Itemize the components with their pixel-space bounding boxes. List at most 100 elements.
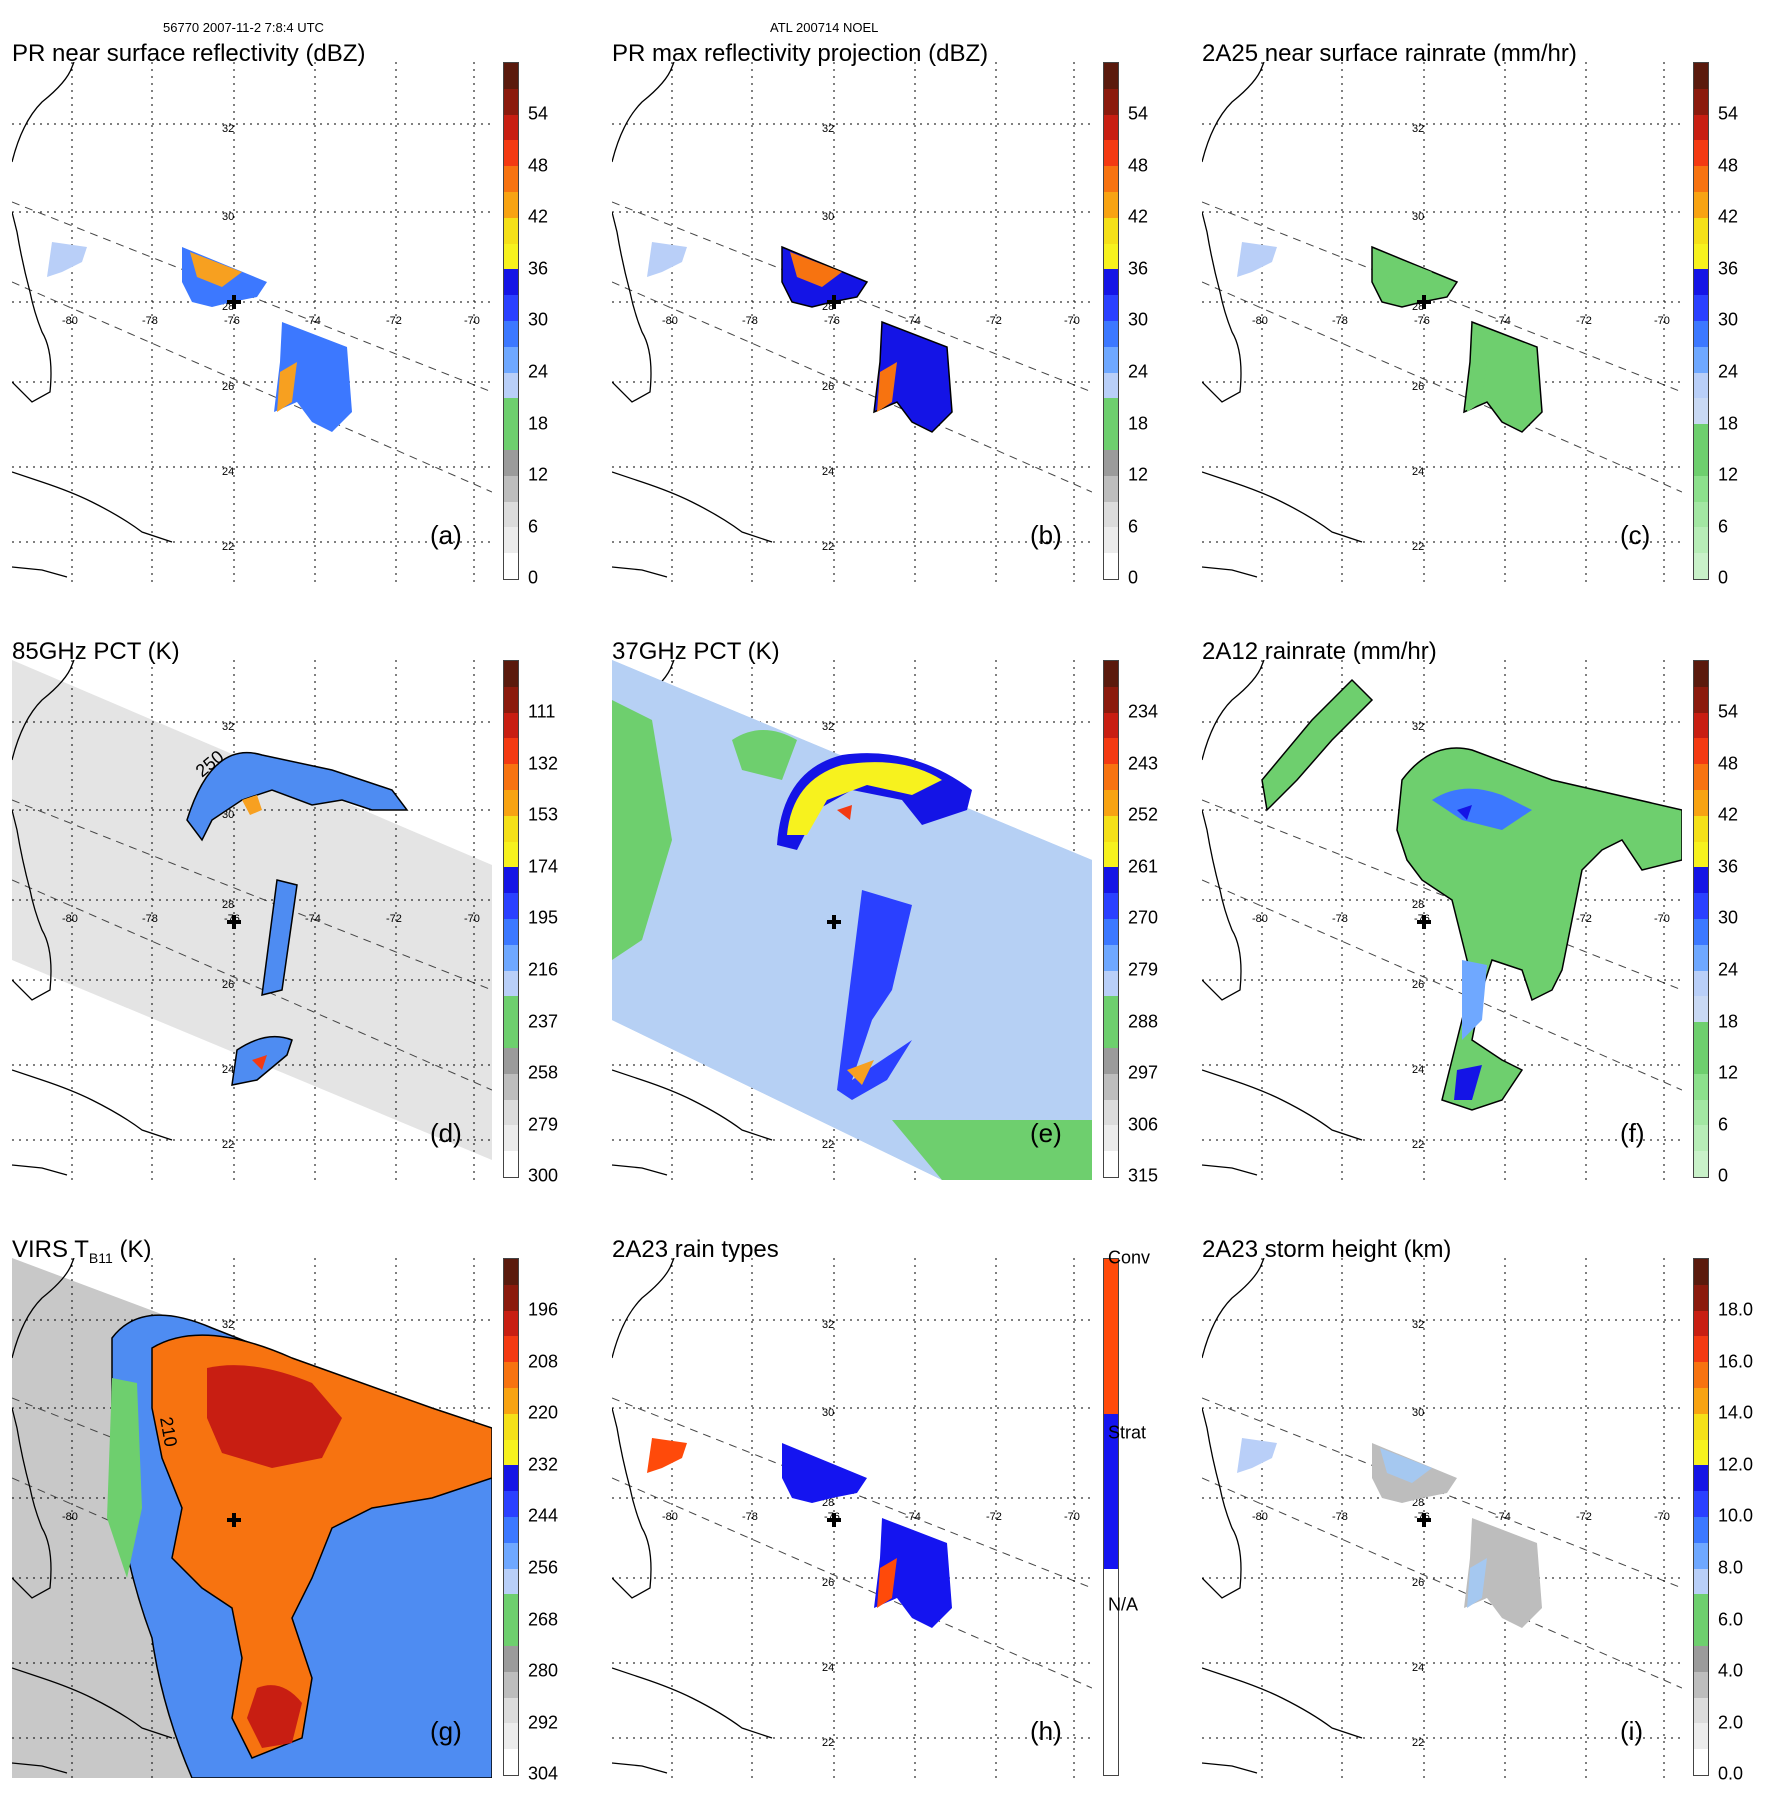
colorbar-segment bbox=[504, 346, 518, 373]
longitude-label: -80 bbox=[1252, 913, 1268, 925]
longitude-label: -78 bbox=[142, 315, 158, 327]
precip-region bbox=[873, 320, 953, 433]
colorbar-segment bbox=[1694, 269, 1708, 296]
precip-region bbox=[1457, 805, 1472, 820]
precip-region bbox=[877, 1558, 897, 1608]
panel-title: 2A25 near surface rainrate (mm/hr) bbox=[1202, 40, 1577, 68]
colorbar-segment bbox=[1104, 553, 1118, 579]
colorbar-ticks: 54 48 42 36 30 24 18 12 6 0 bbox=[1718, 62, 1771, 588]
colorbar-segment bbox=[1104, 191, 1118, 218]
longitude-label: -72 bbox=[1576, 315, 1592, 327]
cuba-coastline bbox=[612, 1069, 773, 1176]
panel-title: 37GHz PCT (K) bbox=[612, 638, 780, 666]
longitude-label: -78 bbox=[142, 913, 158, 925]
precipitation-field bbox=[47, 242, 352, 432]
swath-edge-south bbox=[1202, 879, 1682, 1091]
longitude-label: -78 bbox=[1332, 1511, 1348, 1523]
panel-tag: (i) bbox=[1620, 1716, 1644, 1746]
colorbar-segment bbox=[1104, 893, 1118, 919]
colorbar-segment bbox=[504, 191, 518, 218]
colorbar-segment bbox=[1694, 1697, 1708, 1724]
colorbar-tick-label: 6 bbox=[1128, 516, 1139, 537]
panel-tag: (e) bbox=[1030, 1118, 1062, 1148]
colorbar-segment bbox=[1694, 1099, 1708, 1126]
latitude-label: 30 bbox=[822, 1407, 834, 1419]
colorbar-segment bbox=[504, 1465, 518, 1492]
longitude-label: -72 bbox=[386, 913, 402, 925]
colorbar-segment bbox=[1104, 1047, 1118, 1074]
storm-center-marker bbox=[827, 1513, 841, 1527]
colorbar-segment bbox=[504, 475, 518, 502]
colorbar-segment bbox=[1104, 1413, 1118, 1569]
colorbar-segment bbox=[504, 1151, 518, 1177]
colorbar-segment bbox=[504, 867, 518, 894]
colorbar-tick-label: 24 bbox=[528, 361, 549, 382]
colorbar-segment bbox=[1104, 764, 1118, 790]
panel-tag: (h) bbox=[1030, 1716, 1062, 1746]
longitude-label: -80 bbox=[62, 1511, 78, 1523]
florida-coastline bbox=[1202, 62, 1265, 403]
colorbar-tick-label: 208 bbox=[528, 1351, 559, 1372]
colorbar-tick-label: 18.0 bbox=[1718, 1299, 1754, 1320]
swath-edge-south bbox=[1202, 1477, 1682, 1689]
colorbar-segment bbox=[1694, 841, 1708, 868]
colorbar-segment bbox=[1104, 712, 1118, 739]
colorbar-segment bbox=[1694, 475, 1708, 502]
colorbar-segment bbox=[1104, 1568, 1118, 1775]
longitude-label: -74 bbox=[1495, 1511, 1511, 1523]
latitude-label: 22 bbox=[822, 1139, 834, 1151]
colorbar-segment bbox=[1104, 918, 1118, 945]
colorbar bbox=[1103, 660, 1119, 1178]
colorbar-tick-label: 174 bbox=[528, 856, 559, 877]
latitude-label: 32 bbox=[822, 721, 834, 733]
panel-title-text: PR max reflectivity projection (dBZ) bbox=[612, 40, 989, 67]
colorbar-tick-label: 18 bbox=[1718, 413, 1739, 434]
panel-title-text: 37GHz PCT (K) bbox=[612, 638, 780, 665]
latitude-label: 32 bbox=[222, 1319, 234, 1331]
colorbar bbox=[1103, 62, 1119, 580]
colorbar-segment bbox=[504, 372, 518, 399]
colorbar-tick-label: 54 bbox=[1718, 701, 1739, 722]
colorbar-tick-label: 111 bbox=[528, 701, 556, 722]
panel-title: PR near surface reflectivity (dBZ) bbox=[12, 40, 365, 68]
colorbar-tick-label: 54 bbox=[1128, 103, 1149, 124]
colorbar-tick-label: 256 bbox=[528, 1557, 559, 1578]
colorbar-tick-label: 24 bbox=[1718, 361, 1739, 382]
colorbar-segment bbox=[504, 166, 518, 192]
longitude-label: -72 bbox=[986, 315, 1002, 327]
colorbar-segment bbox=[1694, 1047, 1708, 1074]
storm-center-marker bbox=[227, 1513, 241, 1527]
colorbar-tick-label: 0.0 bbox=[1718, 1763, 1744, 1784]
panel-title: VIRS TB11 (K) bbox=[12, 1236, 151, 1266]
colorbar-segment bbox=[504, 398, 518, 425]
colorbar-tick-label: 0 bbox=[1718, 567, 1729, 588]
colorbar-segment bbox=[1694, 1594, 1708, 1621]
colorbar-segment bbox=[1104, 527, 1118, 554]
longitude-label: -72 bbox=[386, 315, 402, 327]
longitude-label: -76 bbox=[1414, 315, 1430, 327]
colorbar-segment bbox=[1104, 1099, 1118, 1126]
florida-coastline bbox=[12, 62, 75, 403]
florida-coastline bbox=[12, 1258, 75, 1599]
colorbar-tick-label: 297 bbox=[1128, 1062, 1159, 1083]
orbit-time-header: 56770 2007-11-2 7:8:4 UTC bbox=[163, 20, 324, 35]
latitude-label: 24 bbox=[222, 466, 234, 478]
colorbar-segment bbox=[1694, 424, 1708, 450]
colorbar bbox=[1693, 62, 1709, 580]
colorbar-tick-label: 196 bbox=[528, 1299, 559, 1320]
colorbar-tick-label: 12 bbox=[1718, 464, 1739, 485]
colorbar-segment bbox=[504, 1620, 518, 1646]
panel-title-text: 2A23 storm height (km) bbox=[1202, 1236, 1452, 1263]
colorbar-segment bbox=[1694, 1516, 1708, 1543]
colorbar-tick-label: 36 bbox=[1718, 258, 1739, 279]
precip-region bbox=[1237, 1438, 1277, 1473]
colorbar-segment bbox=[1694, 1465, 1708, 1492]
longitude-label: -70 bbox=[464, 913, 480, 925]
colorbar bbox=[503, 1258, 519, 1776]
storm-center-marker bbox=[1417, 915, 1431, 929]
colorbar-segment bbox=[1694, 1259, 1708, 1285]
